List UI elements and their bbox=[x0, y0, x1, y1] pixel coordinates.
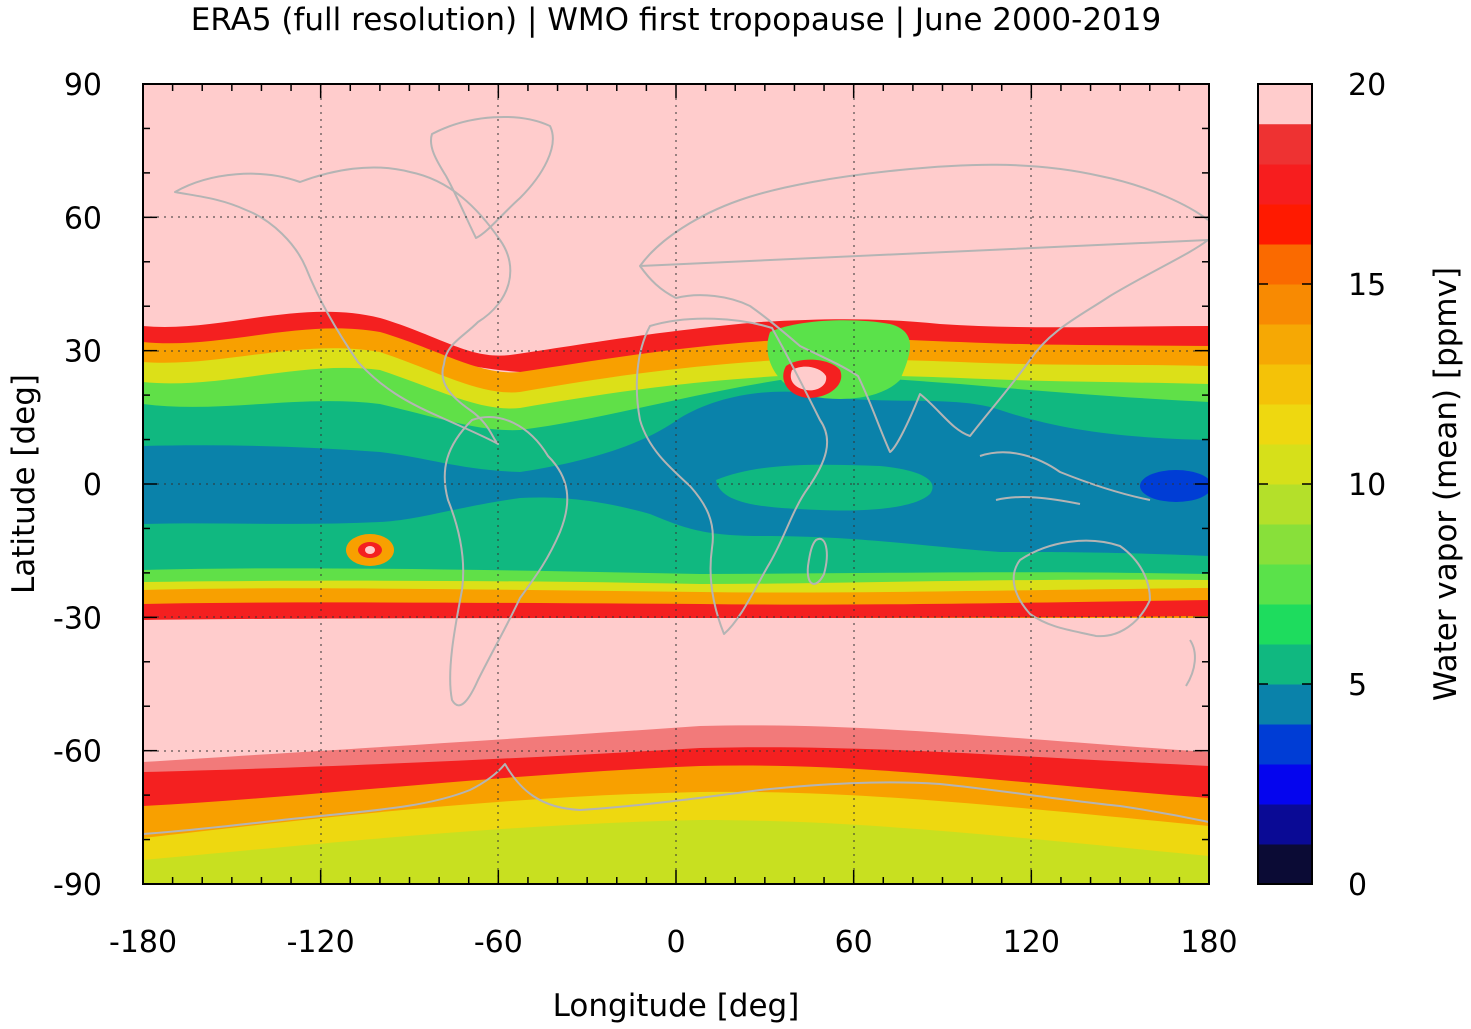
colorbar-segment bbox=[1258, 284, 1312, 325]
monsoon-peak bbox=[790, 366, 827, 391]
colorbar-segment bbox=[1258, 604, 1312, 645]
x-tick-label: -60 bbox=[474, 925, 523, 960]
colorbar-segment bbox=[1258, 564, 1312, 605]
x-axis-ticks: -180 -120 -60 0 60 120 180 bbox=[109, 925, 1238, 960]
y-tick-label: -60 bbox=[53, 735, 102, 770]
x-axis-label: Longitude [deg] bbox=[553, 988, 800, 1024]
colorbar bbox=[1258, 84, 1312, 885]
map-plot bbox=[143, 84, 1209, 884]
colorbar-segment bbox=[1258, 404, 1312, 445]
x-tick-label: 180 bbox=[1180, 925, 1237, 960]
colorbar-top-segment bbox=[1258, 84, 1312, 124]
coast-south-america bbox=[443, 416, 569, 707]
y-tick-label: 30 bbox=[64, 335, 102, 370]
colorbar-segment bbox=[1258, 324, 1312, 365]
colorbar-segment bbox=[1258, 764, 1312, 805]
coast-maritime-continent bbox=[979, 451, 1151, 505]
x-tick-label: -180 bbox=[109, 925, 177, 960]
coast-eurasia bbox=[639, 163, 1209, 453]
coast-australia bbox=[1012, 539, 1151, 638]
coast-africa bbox=[635, 317, 829, 635]
y-tick-label: 0 bbox=[83, 468, 102, 503]
y-axis-ticks: 90 60 30 0 -30 -60 -90 bbox=[53, 68, 102, 903]
colorbar-segment bbox=[1258, 684, 1312, 725]
colorbar-segment bbox=[1258, 724, 1312, 765]
hotspot-south-pacific-core bbox=[365, 546, 375, 554]
colorbar-tick-label: 15 bbox=[1348, 268, 1386, 303]
x-tick-label: 60 bbox=[835, 925, 873, 960]
chart-title: ERA5 (full resolution) | WMO first tropo… bbox=[191, 2, 1161, 38]
colorbar-segment bbox=[1258, 524, 1312, 565]
colorbar-segment bbox=[1258, 204, 1312, 245]
min-spot-west-pacific bbox=[1140, 470, 1209, 502]
colorbar-tick-label: 10 bbox=[1348, 468, 1386, 503]
colorbar-segment bbox=[1258, 844, 1312, 885]
coast-north-america bbox=[174, 166, 512, 445]
grid bbox=[143, 84, 1209, 884]
colorbar-label: Water vapor (mean) [ppmv] bbox=[1428, 267, 1464, 701]
x-tick-label: 120 bbox=[1003, 925, 1060, 960]
colorbar-segment bbox=[1258, 124, 1312, 165]
colorbar-segment bbox=[1258, 804, 1312, 845]
colorbar-ticks: 20 15 10 5 0 bbox=[1258, 68, 1386, 903]
y-tick-label: 60 bbox=[64, 201, 102, 236]
teal-island-africa bbox=[716, 464, 933, 511]
coast-antarctica bbox=[143, 763, 1209, 835]
x-tick-label: 0 bbox=[666, 925, 685, 960]
y-tick-label: -90 bbox=[53, 868, 102, 903]
y-tick-label: 90 bbox=[64, 68, 102, 103]
colorbar-tick-label: 0 bbox=[1348, 868, 1367, 903]
colorbar-segment bbox=[1258, 164, 1312, 205]
coast-greenland bbox=[430, 115, 554, 239]
colorbar-segment bbox=[1258, 244, 1312, 285]
x-tick-label: -120 bbox=[287, 925, 355, 960]
coastlines bbox=[143, 115, 1209, 835]
coast-new-zealand bbox=[1185, 639, 1196, 687]
colorbar-tick-label: 20 bbox=[1348, 68, 1386, 103]
colorbar-segment bbox=[1258, 484, 1312, 525]
antarctic-lime bbox=[143, 820, 1209, 884]
y-axis-label: Latitude [deg] bbox=[6, 374, 42, 594]
y-tick-label: -30 bbox=[53, 601, 102, 636]
colorbar-segment bbox=[1258, 644, 1312, 685]
colorbar-segment bbox=[1258, 444, 1312, 485]
band-nh-orange bbox=[143, 328, 1209, 397]
colorbar-tick-label: 5 bbox=[1348, 668, 1367, 703]
band-nh-red bbox=[143, 311, 1209, 373]
minor-ticks bbox=[143, 84, 1209, 884]
colorbar-segment bbox=[1258, 364, 1312, 405]
coast-madagascar bbox=[806, 537, 828, 585]
